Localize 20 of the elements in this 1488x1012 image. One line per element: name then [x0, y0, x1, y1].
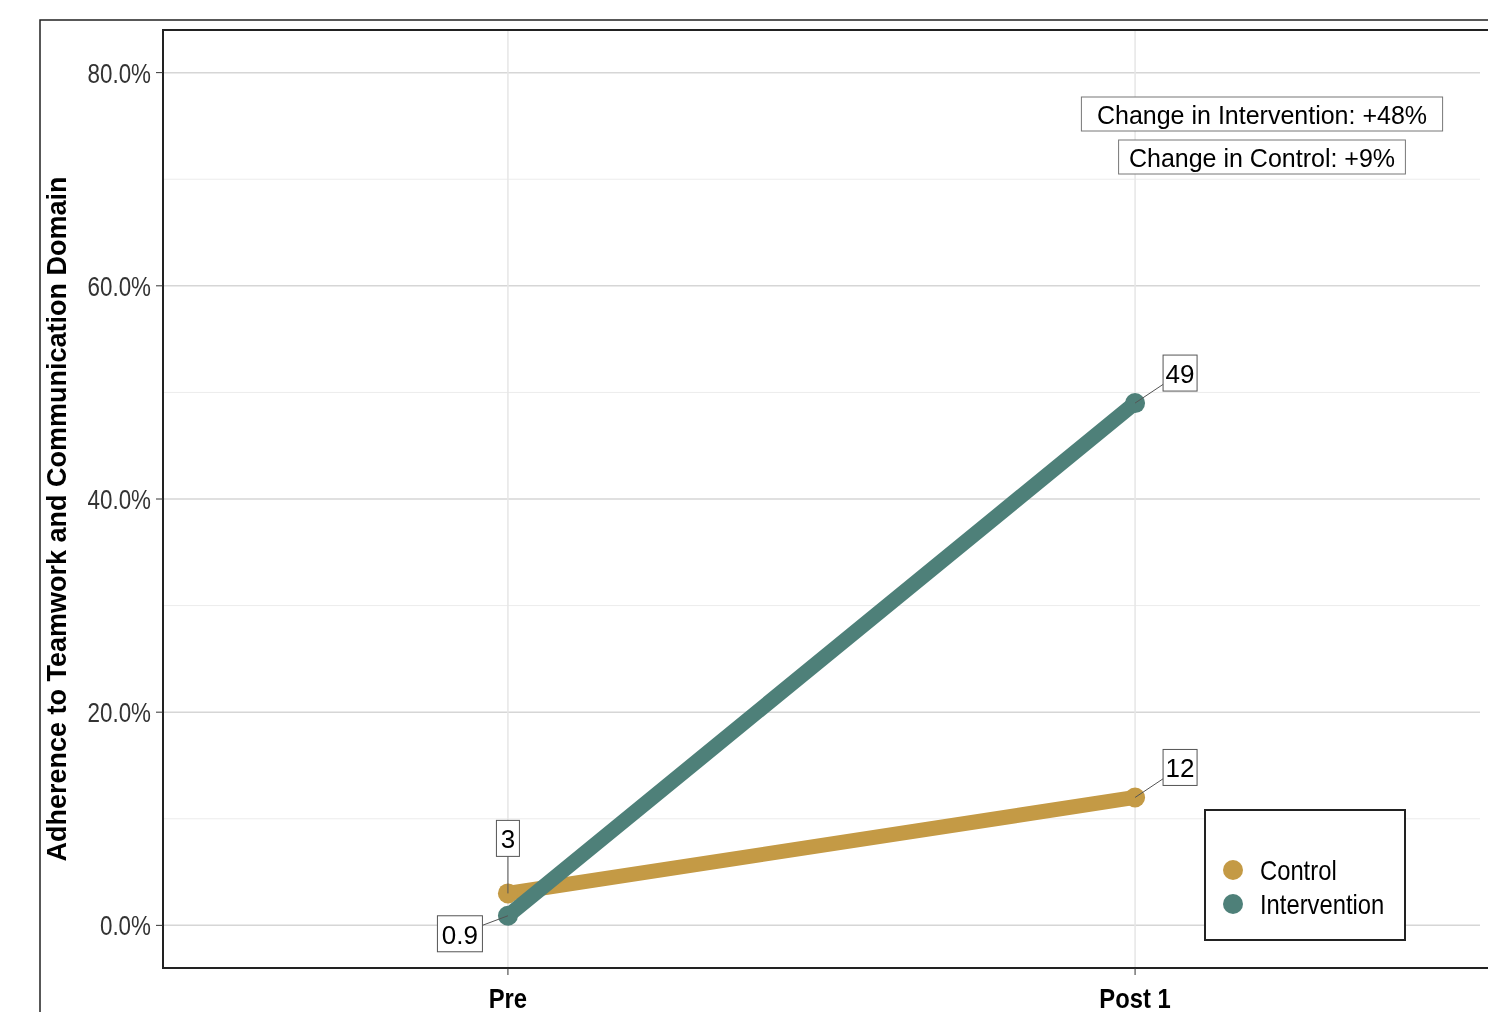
y-tick-label: 0.0%: [99, 909, 151, 941]
y-axis-title: Adherence to Teamwork and Communication Domain: [42, 176, 72, 862]
y-tick-label: 80.0%: [87, 57, 151, 89]
y-tick-label: 40.0%: [87, 483, 151, 515]
point: [1125, 787, 1146, 808]
y-tick-label: 20.0%: [87, 696, 151, 728]
annotation: Change in Intervention: +48%: [1096, 101, 1428, 129]
legend-label: Intervention: [1260, 888, 1385, 921]
point: [1125, 393, 1146, 414]
y-tick-label: 60.0%: [87, 270, 151, 302]
x-tick-label: Pre: [488, 982, 528, 1012]
data-label: 0.9: [441, 919, 479, 950]
point: [497, 905, 518, 926]
point: [497, 883, 518, 904]
legend-label: Control: [1260, 854, 1337, 887]
data-label: 12: [1165, 753, 1195, 784]
annotation: Change in Control: +9%: [1128, 144, 1396, 172]
data-label: 3: [500, 824, 516, 855]
data-label: 49: [1165, 359, 1195, 390]
x-tick-label: Post 1: [1099, 982, 1171, 1012]
